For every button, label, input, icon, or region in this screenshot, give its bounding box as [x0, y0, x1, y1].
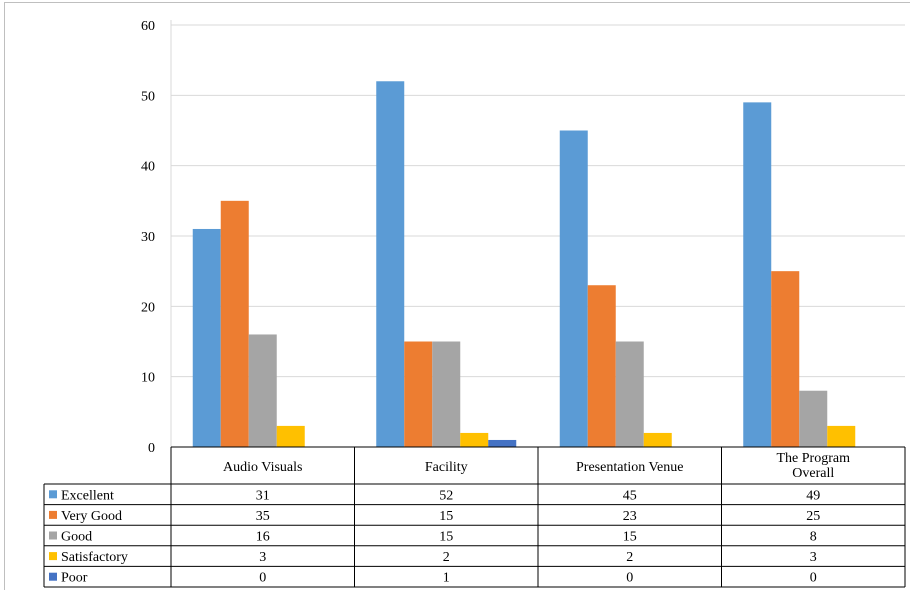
table-cell: 2: [626, 550, 633, 565]
table-cell: 45: [623, 488, 637, 503]
y-tick-label: 20: [141, 300, 155, 315]
bar: [460, 432, 489, 447]
y-tick-label: 60: [141, 19, 155, 34]
legend-label: Poor: [61, 571, 88, 586]
legend-key: [49, 572, 57, 581]
y-tick-label: 30: [141, 230, 155, 245]
table-cell: 15: [623, 530, 637, 545]
category-label-line: The Program: [777, 451, 851, 466]
table-cell: 0: [810, 571, 817, 586]
legend-label: Satisfactory: [61, 550, 128, 565]
table-cell: 49: [806, 488, 820, 503]
bar: [799, 390, 828, 447]
table-cell: 3: [810, 550, 817, 565]
y-axis: 0 10 20 30 40 50 60: [141, 19, 155, 456]
category-label: Presentation Venue: [576, 460, 683, 475]
bar: [587, 285, 616, 447]
table-cell: 1: [443, 571, 450, 586]
legend-label: Good: [61, 530, 92, 545]
bar: [220, 200, 249, 447]
bar: [432, 341, 461, 447]
category-label-line: Overall: [792, 466, 834, 481]
y-tick-label: 40: [141, 160, 155, 175]
bar: [488, 439, 517, 447]
category-label: Facility: [425, 460, 468, 475]
bar: [404, 341, 433, 447]
legend-key: [49, 552, 57, 561]
category-label: The Program Overall: [777, 451, 851, 481]
table-cell: 52: [439, 488, 453, 503]
y-tick-label: 50: [141, 89, 155, 104]
table-cell: 0: [259, 571, 266, 586]
table-cell: 23: [623, 509, 637, 524]
table-cell: 35: [256, 509, 270, 524]
bar: [643, 432, 672, 447]
y-tick-label: 0: [148, 441, 155, 456]
legend-label: Very Good: [61, 509, 122, 524]
category-label: Audio Visuals: [223, 460, 302, 475]
bar: [615, 341, 644, 447]
bar: [827, 425, 856, 447]
bar: [743, 102, 772, 447]
table-cell: 15: [439, 530, 453, 545]
table-cell: 31: [256, 488, 270, 503]
legend-key: [49, 510, 57, 519]
bar: [559, 130, 588, 447]
bar: [276, 425, 305, 447]
table-cell: 16: [256, 530, 270, 545]
legend-key: [49, 490, 57, 499]
bar: [376, 81, 405, 448]
bars: [192, 81, 856, 448]
table-cell: 0: [626, 571, 633, 586]
y-tick-label: 10: [141, 371, 155, 386]
bar: [771, 271, 800, 447]
table-cell: 8: [810, 530, 817, 545]
table-cell: 25: [806, 509, 820, 524]
table-cell: 3: [259, 550, 266, 565]
legend-key: [49, 531, 57, 540]
table-cell: 2: [443, 550, 450, 565]
bar: [248, 334, 277, 447]
table-cell: 15: [439, 509, 453, 524]
chart-frame: [4, 2, 910, 590]
legend-label: Excellent: [61, 488, 114, 503]
bar: [192, 228, 221, 447]
data-table: Audio Visuals Facility Presentation Venue T…: [43, 446, 906, 588]
